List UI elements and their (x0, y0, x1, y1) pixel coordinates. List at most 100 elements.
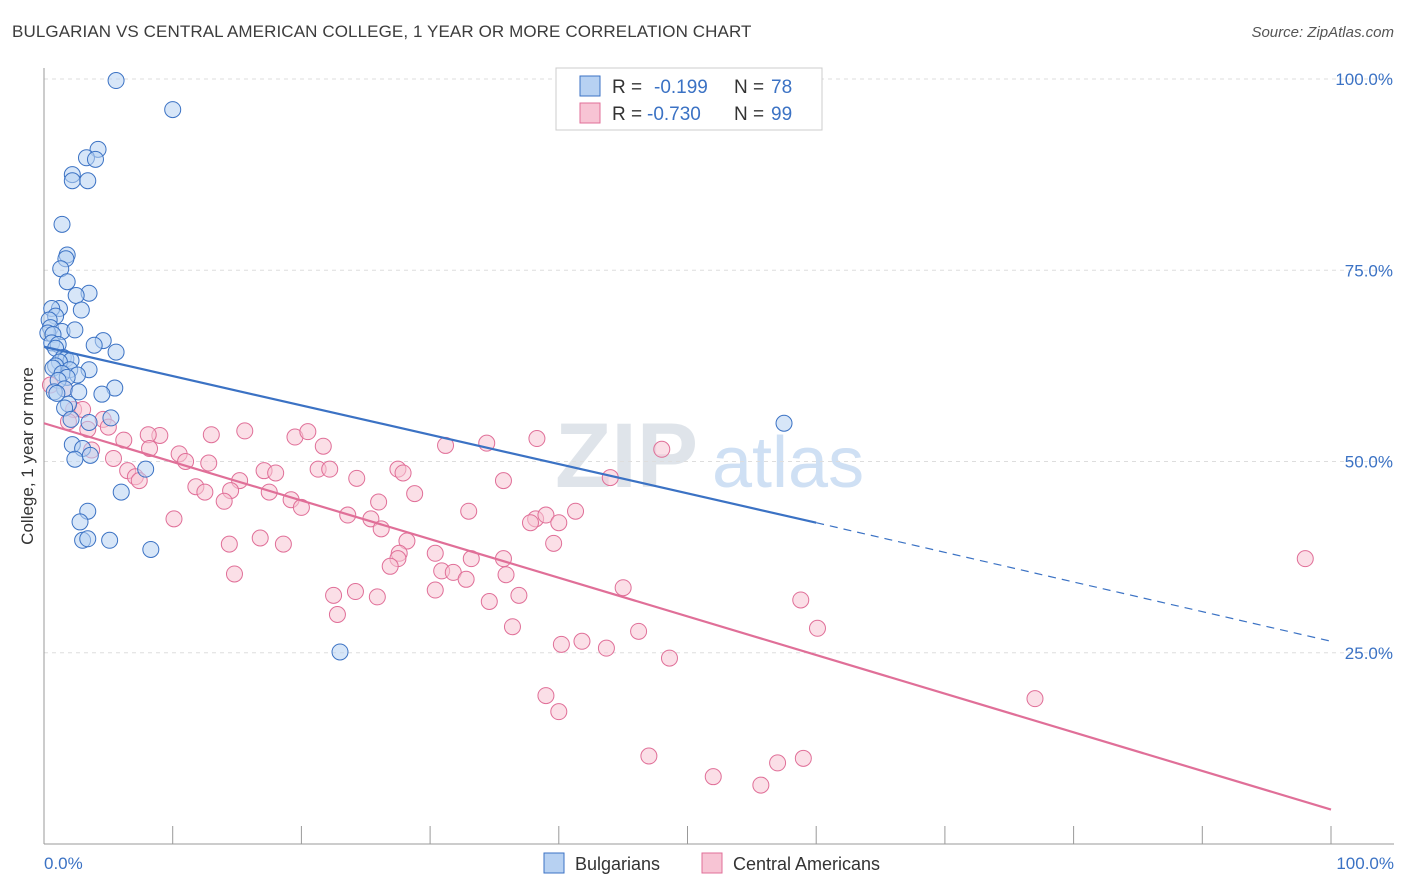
data-point (348, 469, 366, 487)
data-point (225, 565, 243, 583)
data-point (86, 150, 104, 168)
y-axis-title: College, 1 year or more (18, 367, 37, 545)
data-point (510, 586, 528, 604)
data-point (480, 592, 498, 610)
data-point (104, 449, 122, 467)
data-point (137, 460, 155, 478)
data-point (528, 430, 546, 448)
data-point (67, 286, 85, 304)
data-point (321, 460, 339, 478)
legend-n-label-2: N = (734, 104, 764, 125)
data-point (314, 437, 332, 455)
data-point (640, 747, 658, 765)
data-point (80, 413, 98, 431)
data-point (537, 506, 555, 524)
y-tick-label: 50.0% (1345, 453, 1393, 472)
data-point (370, 493, 388, 511)
data-point (494, 472, 512, 490)
data-point (503, 618, 521, 636)
data-point (164, 101, 182, 119)
trend-line-central-americans (43, 422, 1332, 811)
data-point (71, 513, 89, 531)
legend-n-label-1: N = (734, 77, 764, 98)
data-point (394, 464, 412, 482)
data-point (521, 514, 539, 532)
data-point (368, 588, 386, 606)
legend-swatch-central-americans (579, 102, 601, 124)
bottom-legend-swatch-bulgarians (543, 852, 565, 874)
data-point (457, 570, 475, 588)
data-point (101, 531, 119, 549)
data-point (331, 643, 349, 661)
data-point (808, 619, 826, 637)
data-point (53, 215, 71, 233)
data-point (81, 446, 99, 464)
watermark-atlas: atlas (712, 423, 864, 503)
data-point (85, 336, 103, 354)
bottom-legend-swatch-central-americans (701, 852, 723, 874)
series-bulgarians (39, 72, 793, 661)
x-tick-marks (172, 826, 1332, 844)
data-point (552, 635, 570, 653)
data-point (704, 768, 722, 786)
data-point (48, 384, 66, 402)
data-point (653, 440, 671, 458)
data-point (537, 687, 555, 705)
legend-r-value-1: -0.199 (654, 77, 708, 98)
chart-title: BULGARIAN VS CENTRAL AMERICAN COLLEGE, 1… (12, 22, 752, 41)
data-point (794, 749, 812, 767)
data-point (112, 483, 130, 501)
bottom-legend-label-central-americans: Central Americans (733, 854, 880, 874)
data-point (102, 409, 120, 427)
data-point (66, 450, 84, 468)
data-point (165, 510, 183, 528)
data-point (1296, 550, 1314, 568)
data-point (107, 343, 125, 361)
data-point (497, 566, 515, 584)
data-point (63, 172, 81, 190)
data-point (752, 776, 770, 794)
legend-n-value-1: 78 (771, 77, 792, 98)
gridlines (44, 78, 1394, 654)
data-point (79, 172, 97, 190)
y-tick-label: 100.0% (1335, 70, 1393, 89)
data-point (775, 414, 793, 432)
data-point (72, 301, 90, 319)
data-point (236, 422, 254, 440)
x-tick-label-min: 0.0% (44, 854, 83, 873)
data-point (381, 557, 399, 575)
data-point (93, 385, 111, 403)
data-point (426, 544, 444, 562)
trend-lines (43, 345, 1332, 811)
legend-r-label-1: R = (612, 77, 642, 98)
data-point (299, 423, 317, 441)
data-point (202, 426, 220, 444)
data-point (545, 534, 563, 552)
data-point (550, 703, 568, 721)
data-point (346, 583, 364, 601)
data-point (328, 606, 346, 623)
stats-legend: R = -0.199 N = 78 R = -0.730 N = 99 (555, 67, 823, 131)
trend-line-bulgarians-extension (816, 522, 1332, 642)
data-point (1026, 690, 1044, 708)
data-point (550, 514, 568, 532)
data-point (196, 483, 214, 501)
data-point (79, 530, 97, 548)
series-legend: Bulgarians Central Americans (543, 852, 880, 874)
data-point (220, 535, 238, 553)
bottom-legend-label-bulgarians: Bulgarians (575, 854, 660, 874)
legend-r-label-2: R = (612, 104, 642, 125)
data-point (460, 502, 478, 520)
data-point (70, 383, 88, 401)
data-point (142, 540, 160, 558)
data-point (614, 579, 632, 597)
legend-n-value-2: 99 (771, 104, 792, 125)
source-label: Source: ZipAtlas.com (1251, 24, 1394, 41)
legend-r-value-2: -0.730 (647, 104, 701, 125)
data-point (62, 410, 80, 428)
data-point (267, 464, 285, 482)
data-point (260, 483, 278, 501)
x-tick-label-max: 100.0% (1336, 854, 1394, 873)
data-point (200, 454, 218, 472)
